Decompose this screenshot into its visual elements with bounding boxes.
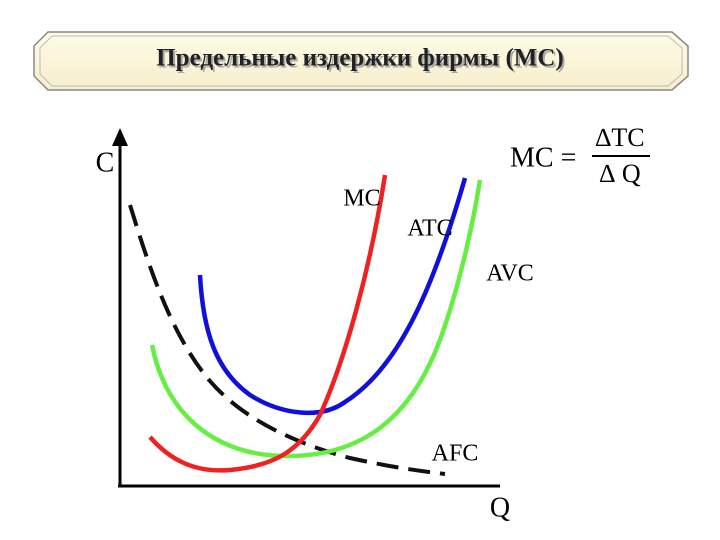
afc-label: AFC bbox=[432, 441, 479, 467]
title: Предельные издержки фирмы (MC) bbox=[156, 45, 564, 72]
mc-label: MC bbox=[343, 186, 380, 212]
atc-curve bbox=[197, 177, 468, 415]
afc-curve bbox=[128, 204, 446, 476]
formula-numerator: ∆TC bbox=[595, 123, 644, 152]
title-box bbox=[33, 31, 689, 91]
avc-curve bbox=[149, 179, 483, 459]
formula-left: MC = bbox=[510, 142, 576, 173]
title-shadow: Предельные издержки фирмы (MC) bbox=[158, 47, 566, 74]
title-box-inner bbox=[39, 35, 683, 87]
y-arrow bbox=[112, 128, 128, 146]
atc-label: ATC bbox=[407, 216, 452, 242]
x-label: Q bbox=[490, 492, 510, 523]
y-label: C bbox=[96, 147, 115, 178]
avc-label: AVC bbox=[486, 261, 534, 287]
formula-denominator: ∆ Q bbox=[599, 159, 640, 188]
mc-curve bbox=[148, 174, 388, 473]
